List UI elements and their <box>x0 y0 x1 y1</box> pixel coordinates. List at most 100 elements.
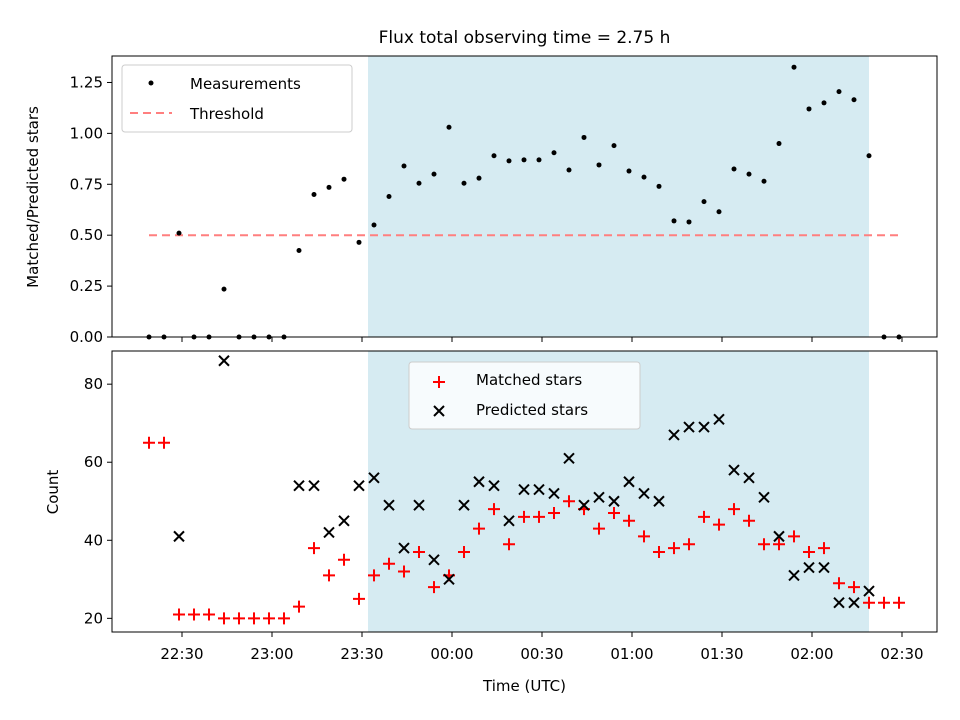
x-tick-label: 02:30 <box>880 645 923 663</box>
matched-point <box>833 577 845 590</box>
predicted-point <box>503 515 515 527</box>
predicted-point <box>428 554 440 566</box>
predicted-point <box>338 515 350 527</box>
bottom-y-tick-label: 40 <box>84 531 103 549</box>
predicted-marker-icon <box>433 405 445 417</box>
predicted-point <box>533 483 545 496</box>
predicted-point <box>323 526 335 539</box>
predicted-point <box>788 569 800 582</box>
matched-point <box>758 538 770 551</box>
measurement-point <box>521 157 527 163</box>
matched-point <box>518 510 530 523</box>
bottom-panel: 20 40 60 80 22:30 23:00 23:30 00:00 00:30 01:00 0… <box>44 350 938 695</box>
x-axis-label: Time (UTC) <box>482 677 566 695</box>
measurement-point <box>431 171 437 177</box>
matched-marker-icon <box>433 376 445 388</box>
x-tick-label: 00:00 <box>430 645 473 663</box>
matched-point <box>623 514 635 527</box>
x-tick-label: 01:30 <box>700 645 743 663</box>
measurement-point <box>671 218 677 224</box>
matched-point <box>368 569 380 582</box>
predicted-point <box>728 464 740 476</box>
measurement-point <box>326 184 332 190</box>
bottom-axes-frame <box>111 350 938 633</box>
legend-predicted: Predicted stars <box>476 401 588 419</box>
predicted-point <box>308 479 320 492</box>
matched-point <box>218 612 230 625</box>
matched-point <box>893 596 905 609</box>
matched-point <box>698 510 710 523</box>
bottom-x-axis: 22:30 23:00 23:30 00:00 00:30 01:00 01:30 02:00… <box>160 632 924 663</box>
matched-point <box>383 557 395 570</box>
top-y-tick-label: 1.25 <box>70 73 103 91</box>
bottom-y-tick-label: 80 <box>84 375 103 393</box>
top-y-tick-label: 0.00 <box>70 328 103 346</box>
top-x-ticks <box>181 337 903 342</box>
matched-point <box>818 542 830 555</box>
matched-point <box>203 608 215 621</box>
measurement-point <box>581 134 587 140</box>
predicted-point <box>398 542 410 554</box>
matched-point <box>668 542 680 555</box>
matched-point <box>728 503 740 516</box>
matched-point <box>863 596 875 609</box>
predicted-point <box>803 561 815 574</box>
matched-point <box>233 612 245 625</box>
measurement-point <box>866 153 872 159</box>
matched-point <box>803 545 815 558</box>
matched-point <box>878 596 890 609</box>
bottom-y-tick-label: 60 <box>84 453 103 471</box>
matched-point <box>413 545 425 558</box>
measurement-point <box>386 194 392 199</box>
measurement-point <box>791 64 797 70</box>
predicted-point <box>593 491 605 504</box>
matched-point <box>263 612 275 625</box>
measurement-point <box>311 191 317 197</box>
matched-point <box>188 608 200 621</box>
matched-point <box>593 522 605 535</box>
matched-point <box>473 522 485 535</box>
matched-point <box>788 530 800 543</box>
bottom-y-axis: 20 40 60 80 <box>84 375 112 627</box>
matched-point <box>158 436 170 449</box>
predicted-point <box>413 499 425 511</box>
legend-threshold: Threshold <box>189 105 264 123</box>
matched-point <box>278 612 290 625</box>
predicted-point <box>383 499 395 511</box>
count-points <box>143 355 905 625</box>
measurement-point <box>416 180 422 186</box>
matched-point <box>173 608 185 621</box>
bottom-y-tick-label: 20 <box>84 609 103 627</box>
predicted-point <box>698 421 710 433</box>
measurement-point <box>656 183 662 189</box>
measurement-point <box>776 141 782 147</box>
measurement-point <box>746 171 752 177</box>
x-tick-label: 01:00 <box>610 645 653 663</box>
measurement-point <box>806 106 812 112</box>
predicted-point <box>863 585 875 597</box>
measurement-point <box>341 176 347 182</box>
matched-point <box>428 581 440 594</box>
matched-point <box>653 545 665 558</box>
top-y-tick-label: 0.75 <box>70 175 103 193</box>
matched-point <box>638 530 650 543</box>
measurement-marker-icon <box>148 80 154 86</box>
legend-measurements: Measurements <box>190 75 301 93</box>
top-panel: 0.00 0.25 0.50 0.75 1.00 1.25 Matched/Predict… <box>24 55 938 346</box>
measurement-point <box>536 157 542 163</box>
matched-point <box>488 503 500 516</box>
top-observing-span <box>368 56 869 337</box>
x-tick-label: 22:30 <box>160 645 203 663</box>
predicted-point <box>713 413 725 426</box>
matched-point <box>293 600 305 613</box>
matched-point <box>743 514 755 527</box>
measurement-point <box>626 168 632 174</box>
measurement-point <box>686 219 692 225</box>
matched-point <box>143 436 155 449</box>
predicted-point <box>773 530 785 543</box>
matched-point <box>848 581 860 594</box>
predicted-point <box>578 499 590 511</box>
measurement-point <box>221 286 227 292</box>
top-y-axis: 0.00 0.25 0.50 0.75 1.00 1.25 <box>70 73 112 346</box>
